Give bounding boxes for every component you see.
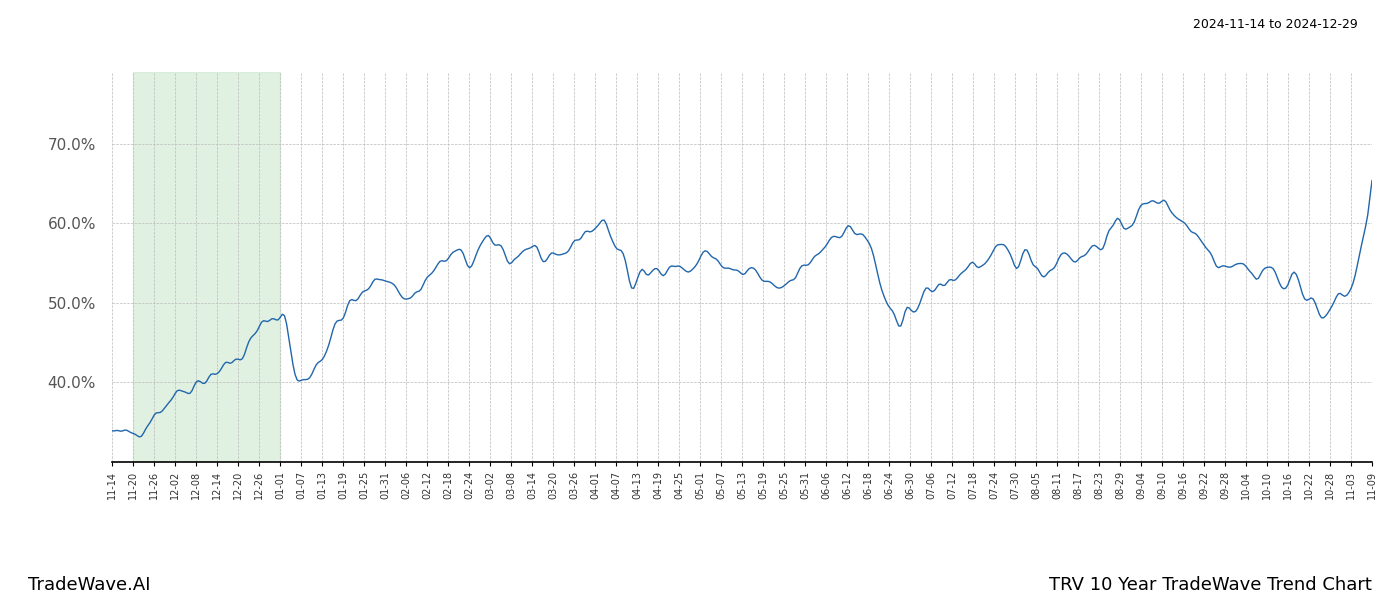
Text: TRV 10 Year TradeWave Trend Chart: TRV 10 Year TradeWave Trend Chart [1049, 576, 1372, 594]
Text: 2024-11-14 to 2024-12-29: 2024-11-14 to 2024-12-29 [1193, 18, 1358, 31]
Bar [133, 72, 280, 462]
Text: TradeWave.AI: TradeWave.AI [28, 576, 151, 594]
